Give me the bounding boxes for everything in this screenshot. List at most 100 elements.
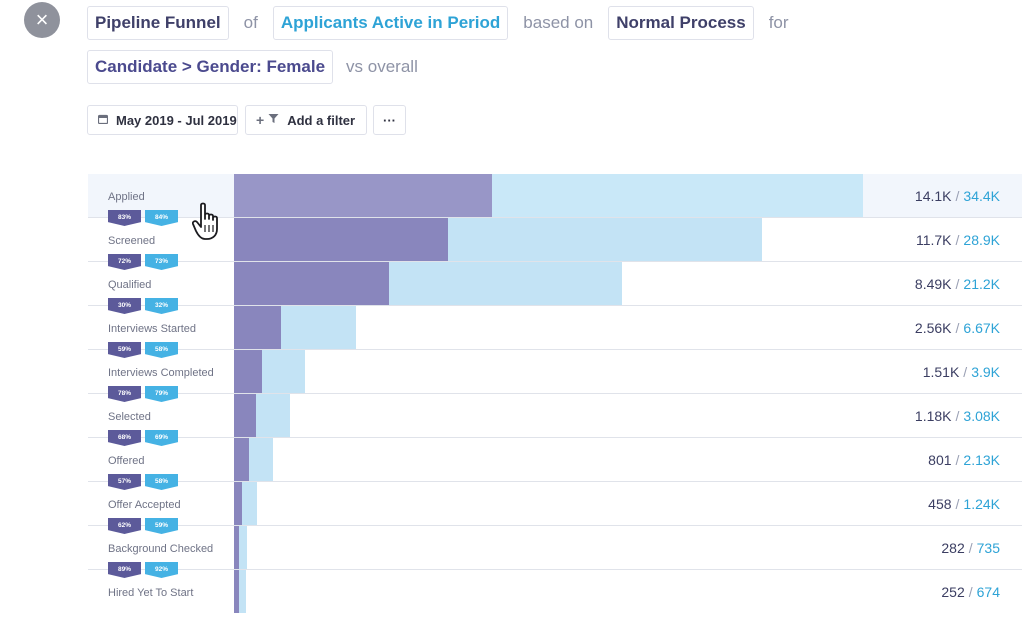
count-separator: / [955, 320, 960, 336]
stage-count: 252/674 [941, 584, 1000, 600]
funnel-row[interactable]: Qualified 8.49K/21.2K [88, 262, 1022, 306]
segment-count: 252 [941, 584, 965, 600]
overall-count: 28.9K [963, 232, 1000, 248]
chart-type-selector[interactable]: Pipeline Funnel [87, 6, 229, 40]
segment-bar[interactable] [234, 438, 249, 481]
row-divider [88, 437, 1022, 438]
stage-count: 8.49K/21.2K [915, 276, 1000, 292]
overall-conversion-badge: 84% [145, 210, 178, 226]
funnel-row[interactable]: Screened 11.7K/28.9K [88, 218, 1022, 262]
funnel-row[interactable]: Interviews Started 2.56K/6.67K [88, 306, 1022, 350]
funnel-row[interactable]: Selected 1.18K/3.08K [88, 394, 1022, 438]
segment-conversion-badge: 89% [108, 562, 141, 578]
overall-conversion-badge: 59% [145, 518, 178, 534]
count-separator: / [955, 452, 960, 468]
more-options-button[interactable]: ··· [373, 105, 406, 135]
segment-bar[interactable] [234, 482, 243, 525]
funnel-row[interactable]: Applied 14.1K/34.4K [88, 174, 1022, 218]
conversion-badges: 57% 58% [108, 474, 182, 490]
segment-count: 2.56K [914, 320, 952, 336]
segment-bar[interactable] [234, 306, 281, 349]
of-label: of [243, 13, 258, 32]
stage-label: Hired Yet To Start [108, 587, 194, 599]
count-separator: / [955, 276, 960, 292]
date-range-button[interactable]: May 2019 - Jul 2019 [87, 105, 238, 135]
segment-bar[interactable] [234, 218, 448, 261]
hand-cursor-icon [191, 202, 226, 247]
count-separator: / [955, 496, 960, 512]
stage-count: 14.1K/34.4K [915, 188, 1000, 204]
conversion-badges: 89% 92% [108, 562, 182, 578]
segment-bar[interactable] [234, 394, 256, 437]
close-icon: × [35, 7, 49, 32]
stage-count: 1.18K/3.08K [915, 408, 1000, 424]
overall-count: 3.08K [963, 408, 1000, 424]
segment-bar[interactable] [234, 350, 262, 393]
conversion-badges: 62% 59% [108, 518, 182, 534]
process-selector[interactable]: Normal Process [608, 6, 754, 40]
row-divider [88, 481, 1022, 482]
calendar-icon [97, 113, 109, 127]
stage-count: 2.56K/6.67K [915, 320, 1000, 336]
segment-count: 282 [941, 540, 965, 556]
conversion-badges: 68% 69% [108, 430, 182, 446]
count-separator: / [968, 584, 973, 600]
stage-label: Applied [108, 191, 145, 203]
stage-count: 11.7K/28.9K [916, 232, 1000, 248]
overall-conversion-badge: 73% [145, 254, 178, 270]
funnel-row[interactable]: Offer Accepted 458/1.24K [88, 482, 1022, 526]
segment-conversion-badge: 68% [108, 430, 141, 446]
query-row-2: Candidate > Gender: Female vs overall [87, 49, 433, 85]
segment-selector[interactable]: Candidate > Gender: Female [87, 50, 334, 84]
row-divider [88, 569, 1022, 570]
segment-count: 11.7K [915, 232, 952, 248]
segment-bar[interactable] [234, 262, 390, 305]
overall-conversion-badge: 69% [145, 430, 178, 446]
metric-selector[interactable]: Applicants Active in Period [272, 6, 509, 40]
overall-count: 1.24K [963, 496, 1000, 512]
count-separator: / [955, 408, 960, 424]
conversion-badges: 59% 58% [108, 342, 182, 358]
row-divider [88, 525, 1022, 526]
stage-count: 801/2.13K [928, 452, 1000, 468]
conversion-badges: 78% 79% [108, 386, 182, 402]
segment-count: 14.1K [914, 188, 952, 204]
based-on-label: based on [523, 13, 594, 32]
row-divider [88, 261, 1022, 262]
overall-count: 735 [976, 540, 1000, 556]
segment-count: 1.18K [914, 408, 952, 424]
segment-bar[interactable] [234, 174, 492, 217]
row-divider [88, 349, 1022, 350]
funnel-row[interactable]: Hired Yet To Start 252/674 [88, 570, 1022, 614]
row-divider [88, 305, 1022, 306]
funnel-row[interactable]: Offered 801/2.13K [88, 438, 1022, 482]
vs-overall-label: vs overall [346, 57, 418, 76]
row-divider [88, 393, 1022, 394]
segment-conversion-badge: 62% [108, 518, 141, 534]
funnel-row[interactable]: Interviews Completed 1.51K/3.9K [88, 350, 1022, 394]
stage-label: Qualified [108, 279, 152, 291]
segment-bar[interactable] [234, 526, 240, 569]
overall-count: 2.13K [963, 452, 1000, 468]
date-range-label: May 2019 - Jul 2019 [116, 112, 237, 128]
segment-conversion-badge: 72% [108, 254, 141, 270]
segment-count: 458 [928, 496, 952, 512]
stage-label: Background Checked [108, 543, 214, 555]
segment-bar[interactable] [234, 570, 239, 613]
row-divider [88, 217, 1022, 218]
segment-conversion-badge: 83% [108, 210, 141, 226]
overall-count: 6.67K [963, 320, 1000, 336]
filter-icon [268, 113, 279, 127]
close-button[interactable]: × [24, 2, 60, 38]
overall-conversion-badge: 58% [145, 474, 178, 490]
more-icon: ··· [383, 112, 396, 128]
add-filter-button[interactable]: + Add a filter [245, 105, 367, 135]
stage-label: Offer Accepted [108, 499, 181, 511]
funnel-row[interactable]: Background Checked 282/735 [88, 526, 1022, 570]
conversion-badges: 83% 84% [108, 210, 182, 226]
stage-count: 458/1.24K [928, 496, 1000, 512]
stage-label: Interviews Completed [108, 367, 214, 379]
count-separator: / [955, 188, 960, 204]
stage-label: Interviews Started [108, 323, 197, 335]
for-label: for [768, 13, 789, 32]
